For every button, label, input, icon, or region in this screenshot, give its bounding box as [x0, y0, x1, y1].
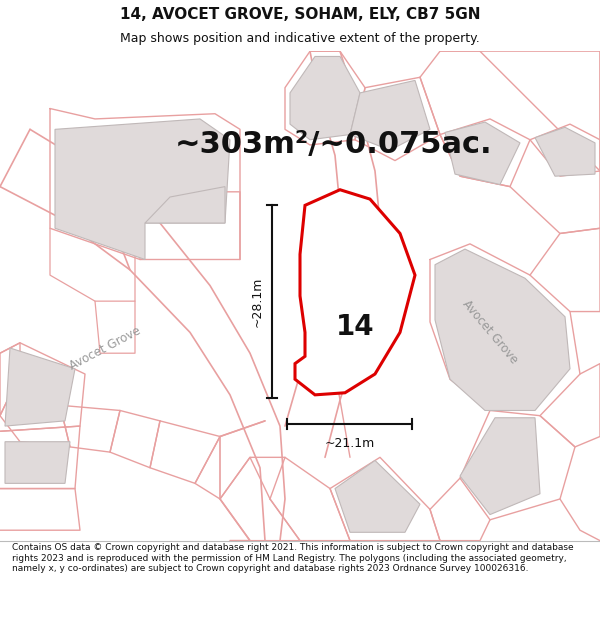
- Text: ~21.1m: ~21.1m: [325, 436, 374, 449]
- Polygon shape: [350, 81, 430, 150]
- Polygon shape: [5, 348, 75, 426]
- Polygon shape: [335, 461, 420, 532]
- Text: ~303m²/~0.075ac.: ~303m²/~0.075ac.: [175, 131, 493, 159]
- Polygon shape: [435, 249, 570, 411]
- Polygon shape: [445, 122, 520, 184]
- Text: Avocet Grove: Avocet Grove: [67, 324, 143, 372]
- Text: Map shows position and indicative extent of the property.: Map shows position and indicative extent…: [120, 32, 480, 45]
- Polygon shape: [5, 442, 70, 483]
- Text: Avocet Grove: Avocet Grove: [306, 217, 354, 281]
- Text: 14, AVOCET GROVE, SOHAM, ELY, CB7 5GN: 14, AVOCET GROVE, SOHAM, ELY, CB7 5GN: [120, 7, 480, 22]
- Text: Contains OS data © Crown copyright and database right 2021. This information is : Contains OS data © Crown copyright and d…: [12, 543, 574, 573]
- Text: Avocet Grove: Avocet Grove: [460, 298, 520, 367]
- Polygon shape: [290, 56, 360, 140]
- Polygon shape: [535, 127, 595, 176]
- Polygon shape: [55, 119, 230, 259]
- Text: ~28.1m: ~28.1m: [251, 276, 264, 327]
- Text: 14: 14: [335, 313, 374, 341]
- Polygon shape: [460, 418, 540, 514]
- Polygon shape: [295, 190, 415, 395]
- Polygon shape: [145, 187, 225, 223]
